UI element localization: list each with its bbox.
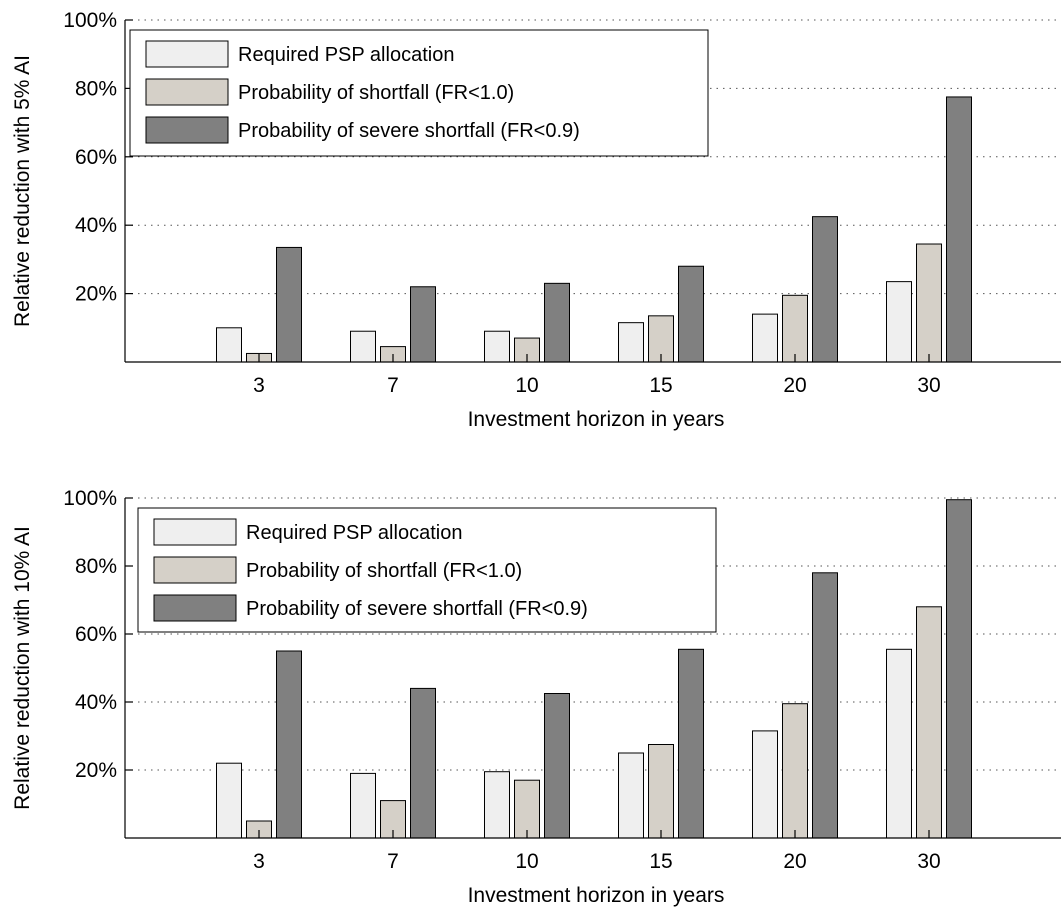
bar-3-15 [678, 265, 704, 363]
bar-1-3 [216, 762, 242, 839]
legend: Required PSP allocation Probability of sh… [129, 29, 709, 157]
y-tick-label: 40% [75, 691, 117, 714]
legend-swatch [145, 116, 229, 144]
legend-swatch [145, 78, 229, 106]
bar-2-10 [514, 779, 540, 839]
x-tick-label: 3 [253, 374, 265, 397]
bar-2-20 [782, 294, 808, 363]
x-tick-label: 7 [387, 850, 399, 873]
bar-2-30 [916, 243, 942, 363]
bar-1-7 [350, 330, 376, 363]
y-axis-label: Relative reduction with 10% AI [11, 526, 34, 810]
bar-1-3 [216, 327, 242, 363]
legend-entry: Probability of severe shortfall (FR<0.9) [246, 598, 588, 620]
bar-1-7 [350, 772, 376, 839]
bar-3-20 [812, 216, 838, 363]
legend-swatch [153, 556, 237, 584]
chart-panel-1: 20% 40% 60% 80% 100% 3 7 10 15 20 30 Investment hor… [11, 9, 1061, 431]
y-tick-label: 20% [75, 759, 117, 782]
bar-1-10 [484, 330, 510, 363]
legend-swatch [145, 40, 229, 68]
legend-entry: Required PSP allocation [238, 44, 454, 66]
legend-swatch [153, 518, 237, 546]
x-tick-label: 30 [917, 850, 940, 873]
y-tick-label: 80% [75, 77, 117, 100]
bar-3-15 [678, 648, 704, 839]
bar-3-30 [946, 499, 972, 839]
bar-2-20 [782, 703, 808, 839]
legend-entry: Required PSP allocation [246, 522, 462, 544]
bar-3-10 [544, 693, 570, 839]
x-tick-label: 20 [783, 374, 806, 397]
x-axis-label: Investment horizon in years [468, 408, 725, 431]
legend-entry: Probability of shortfall (FR<1.0) [246, 560, 522, 582]
y-tick-label: 60% [75, 146, 117, 169]
bar-2-15 [648, 744, 674, 839]
x-tick-label: 15 [649, 374, 672, 397]
x-tick-label: 20 [783, 850, 806, 873]
legend-swatch [153, 594, 237, 622]
bar-1-30 [886, 281, 912, 363]
y-axis-label: Relative reduction with 5% AI [11, 55, 34, 327]
chart-panel-2: 20% 40% 60% 80% 100% 3 7 10 15 20 30 Investment hor… [11, 487, 1061, 907]
y-tick-label: 60% [75, 623, 117, 646]
x-tick-label: 15 [649, 850, 672, 873]
bar-1-15 [618, 752, 644, 839]
x-tick-label: 10 [515, 850, 538, 873]
y-tick-label: 40% [75, 214, 117, 237]
bar-3-20 [812, 572, 838, 839]
bar-3-30 [946, 96, 972, 363]
legend-entry: Probability of shortfall (FR<1.0) [238, 82, 514, 104]
bar-3-7 [410, 687, 436, 839]
bar-1-30 [886, 648, 912, 839]
legend: Required PSP allocation Probability of sh… [137, 507, 717, 633]
x-tick-label: 7 [387, 374, 399, 397]
bar-1-15 [618, 322, 644, 363]
x-tick-label: 10 [515, 374, 538, 397]
bar-3-3 [276, 650, 302, 839]
y-tick-label: 80% [75, 555, 117, 578]
bar-3-3 [276, 246, 302, 363]
bar-1-20 [752, 730, 778, 839]
y-tick-label: 20% [75, 283, 117, 306]
bar-3-7 [410, 286, 436, 363]
bar-1-10 [484, 771, 510, 839]
legend-entry: Probability of severe shortfall (FR<0.9) [238, 120, 580, 142]
x-tick-label: 3 [253, 850, 265, 873]
bar-2-30 [916, 606, 942, 839]
x-tick-label: 30 [917, 374, 940, 397]
x-axis-label: Investment horizon in years [468, 884, 725, 907]
bar-3-10 [544, 282, 570, 363]
y-tick-label: 100% [63, 9, 117, 32]
y-tick-label: 100% [63, 487, 117, 510]
bar-1-20 [752, 313, 778, 363]
